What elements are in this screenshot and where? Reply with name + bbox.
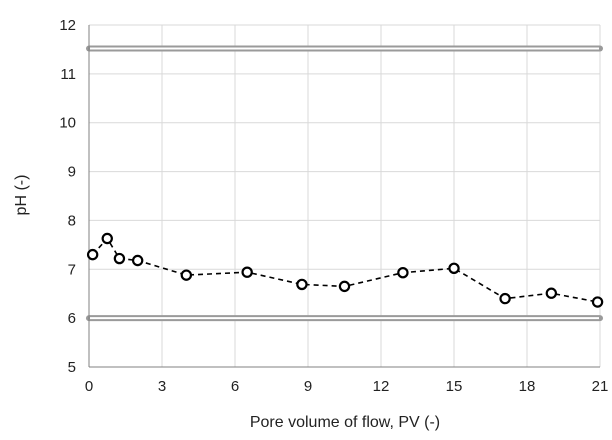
y-tick-label: 5 (68, 359, 76, 376)
data-point (338, 280, 351, 293)
data-point (499, 292, 511, 305)
x-tick-label: 12 (373, 378, 390, 395)
data-point (131, 254, 144, 267)
y-tick-label: 11 (60, 66, 76, 83)
x-tick-label: 6 (231, 378, 239, 395)
data-point (101, 232, 113, 245)
series-line (92, 237, 598, 303)
x-tick-label: 15 (446, 378, 463, 395)
y-tick-label: 9 (68, 164, 76, 181)
y-tick-label: 6 (68, 310, 76, 327)
data-point (545, 287, 558, 299)
data-point (296, 278, 308, 291)
y-tick-label: 7 (68, 261, 76, 278)
x-tick-label: 18 (519, 378, 536, 395)
x-tick-label: 3 (158, 378, 166, 395)
x-tick-label: 21 (592, 378, 609, 395)
grid-layer (89, 24, 601, 367)
y-tick-label: 12 (59, 17, 76, 34)
data-point (241, 266, 253, 278)
x-axis-title: Pore volume of flow, PV (-) (250, 414, 440, 431)
data-point (180, 269, 193, 281)
tick-labels: 0 3 6 9 12 15 18 21 5 6 7 8 9 10 11 12 (59, 17, 608, 395)
x-tick-label: 9 (304, 378, 312, 395)
y-axis-title: pH (-) (13, 175, 30, 216)
x-tick-label: 0 (85, 378, 93, 395)
data-point (591, 296, 604, 308)
y-tick-label: 8 (68, 212, 76, 229)
y-tick-label: 10 (59, 115, 76, 132)
data-point (448, 262, 460, 275)
axes (88, 25, 600, 368)
series-layer (86, 232, 604, 308)
data-point (397, 267, 409, 279)
data-point (86, 248, 99, 261)
data-point (113, 252, 126, 265)
reference-lines (86, 45, 603, 322)
